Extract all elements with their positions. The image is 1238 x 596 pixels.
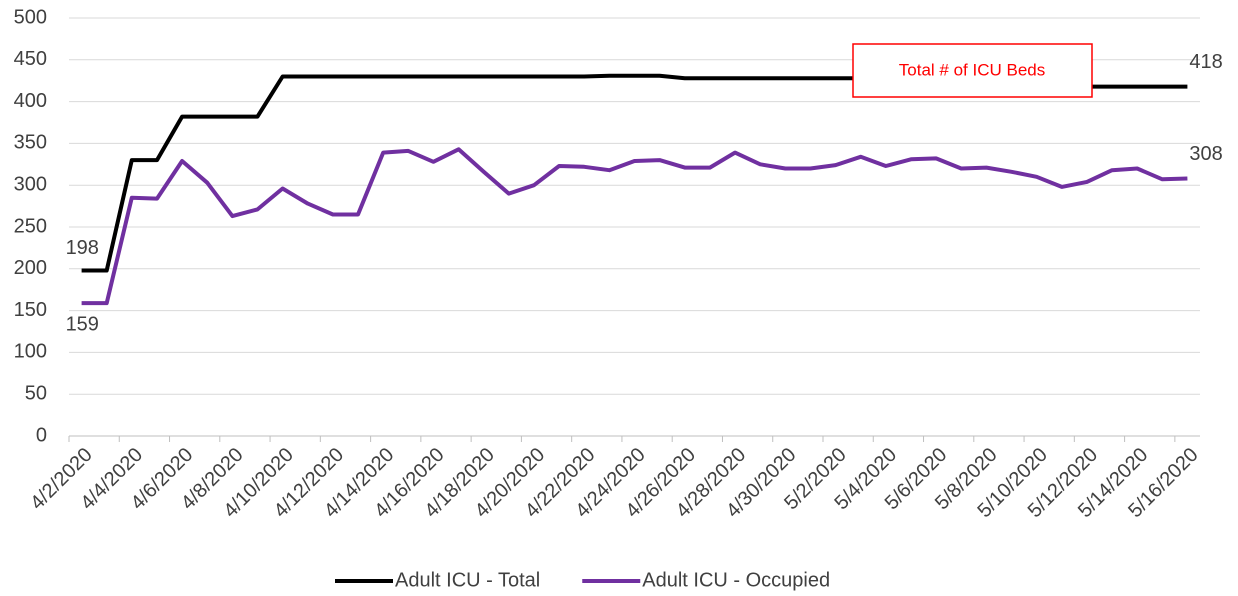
data-label: 198 xyxy=(66,237,99,259)
y-tick-label: 100 xyxy=(14,341,47,363)
y-tick-label: 50 xyxy=(25,382,47,404)
y-tick-label: 250 xyxy=(14,215,47,237)
annotation-box xyxy=(852,43,1093,98)
data-label: 159 xyxy=(66,313,99,335)
y-tick-label: 150 xyxy=(14,299,47,321)
data-label: 308 xyxy=(1189,143,1222,165)
y-tick-label: 400 xyxy=(14,90,47,112)
series-line xyxy=(81,147,1188,306)
y-tick-label: 350 xyxy=(14,132,47,154)
y-tick-label: 300 xyxy=(14,173,47,195)
y-tick-label: 500 xyxy=(14,6,47,28)
legend-label: Adult ICU - Occupied xyxy=(642,569,830,591)
data-label: 418 xyxy=(1189,51,1222,73)
legend-label: Adult ICU - Total xyxy=(395,569,540,591)
y-tick-label: 0 xyxy=(36,424,47,446)
y-tick-label: 200 xyxy=(14,257,47,279)
annotation: Total # of ICU Beds xyxy=(899,60,1045,79)
y-tick-label: 450 xyxy=(14,48,47,70)
